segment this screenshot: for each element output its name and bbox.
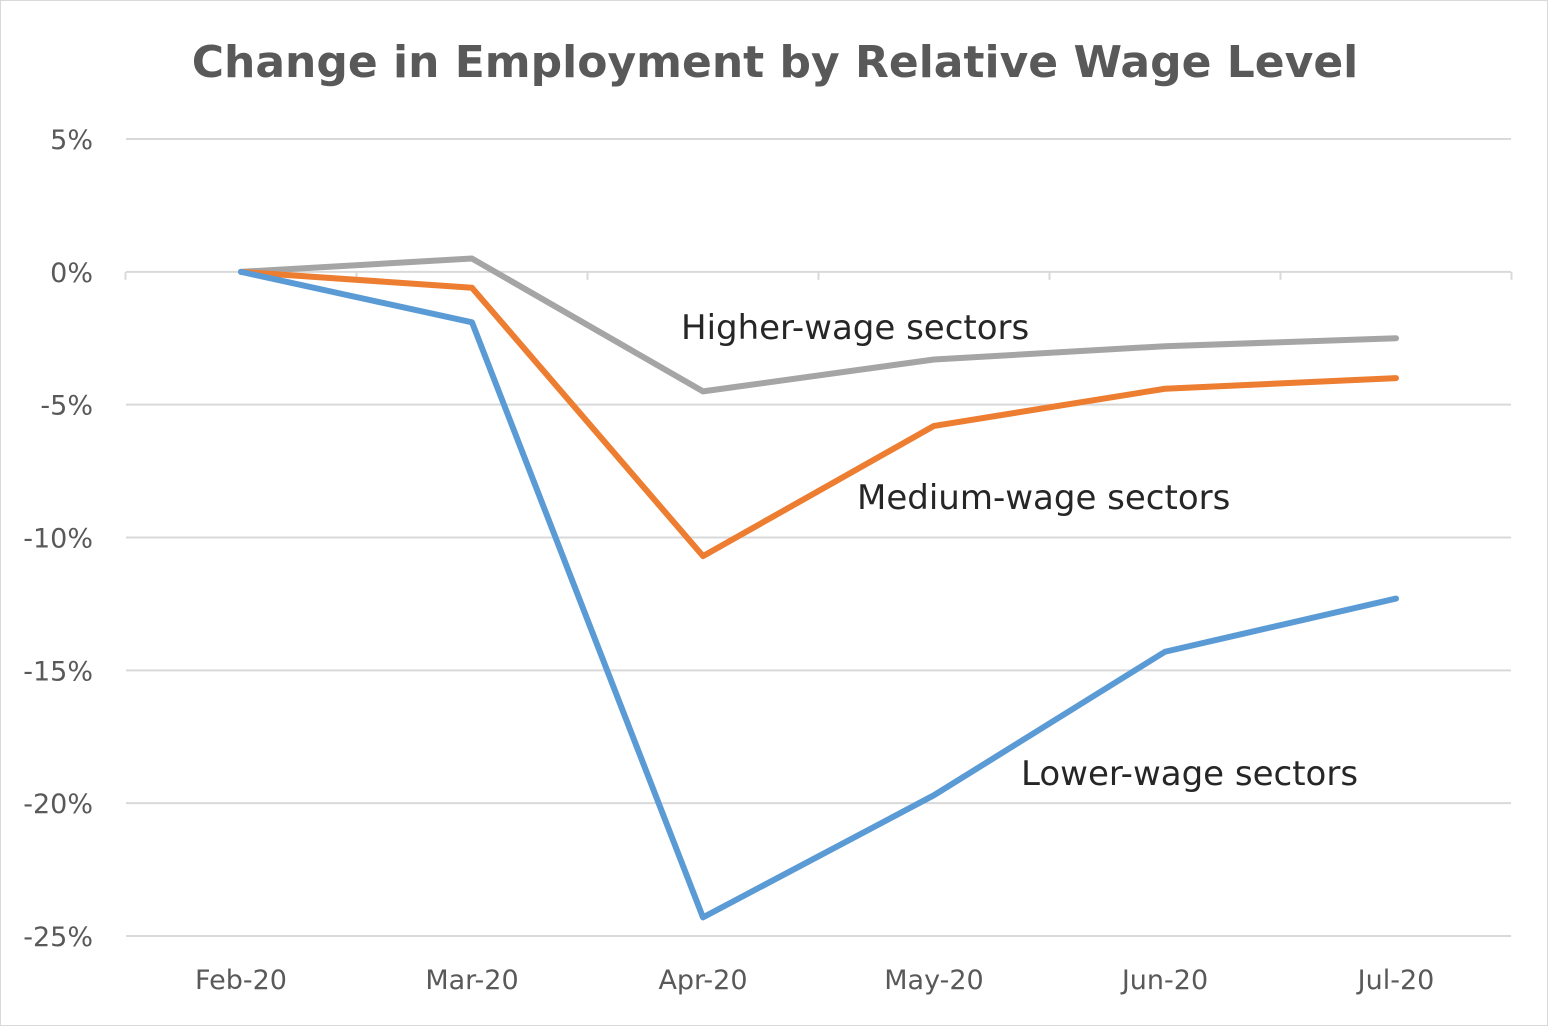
- series-lines: [238, 255, 1399, 921]
- y-tick-label: 0%: [50, 258, 93, 289]
- y-tick-label: -5%: [40, 391, 93, 422]
- y-tick-label: -20%: [23, 789, 93, 820]
- y-axis-tick-labels: 5% 0% -5% -10% -15% -20% -25%: [23, 125, 93, 953]
- chart-title: Change in Employment by Relative Wage Le…: [192, 37, 1359, 88]
- y-tick-label: -15%: [23, 656, 93, 687]
- series-label-2: Lower-wage sectors: [1021, 754, 1358, 794]
- x-tick-label: Jun-20: [1120, 965, 1208, 996]
- x-tick-label: May-20: [884, 965, 983, 996]
- x-tick-label: Mar-20: [425, 965, 518, 996]
- y-tick-label: -25%: [23, 922, 93, 953]
- x-tick-label: Feb-20: [195, 965, 287, 996]
- series-line-1: [238, 268, 1399, 560]
- series-line-2: [238, 268, 1399, 921]
- x-tick-label: Apr-20: [658, 965, 747, 996]
- series-label-1: Medium-wage sectors: [857, 478, 1230, 518]
- series-line-0: [238, 255, 1399, 395]
- y-tick-label: -10%: [23, 524, 93, 555]
- x-axis-tick-labels: Feb-20 Mar-20 Apr-20 May-20 Jun-20 Jul-20: [195, 965, 1434, 996]
- series-labels: Higher-wage sectors Medium-wage sectors Lo…: [681, 308, 1358, 794]
- series-label-0: Higher-wage sectors: [681, 308, 1029, 348]
- gridlines: [124, 138, 1513, 937]
- x-tick-label: Jul-20: [1356, 965, 1435, 996]
- y-tick-label: 5%: [50, 125, 93, 156]
